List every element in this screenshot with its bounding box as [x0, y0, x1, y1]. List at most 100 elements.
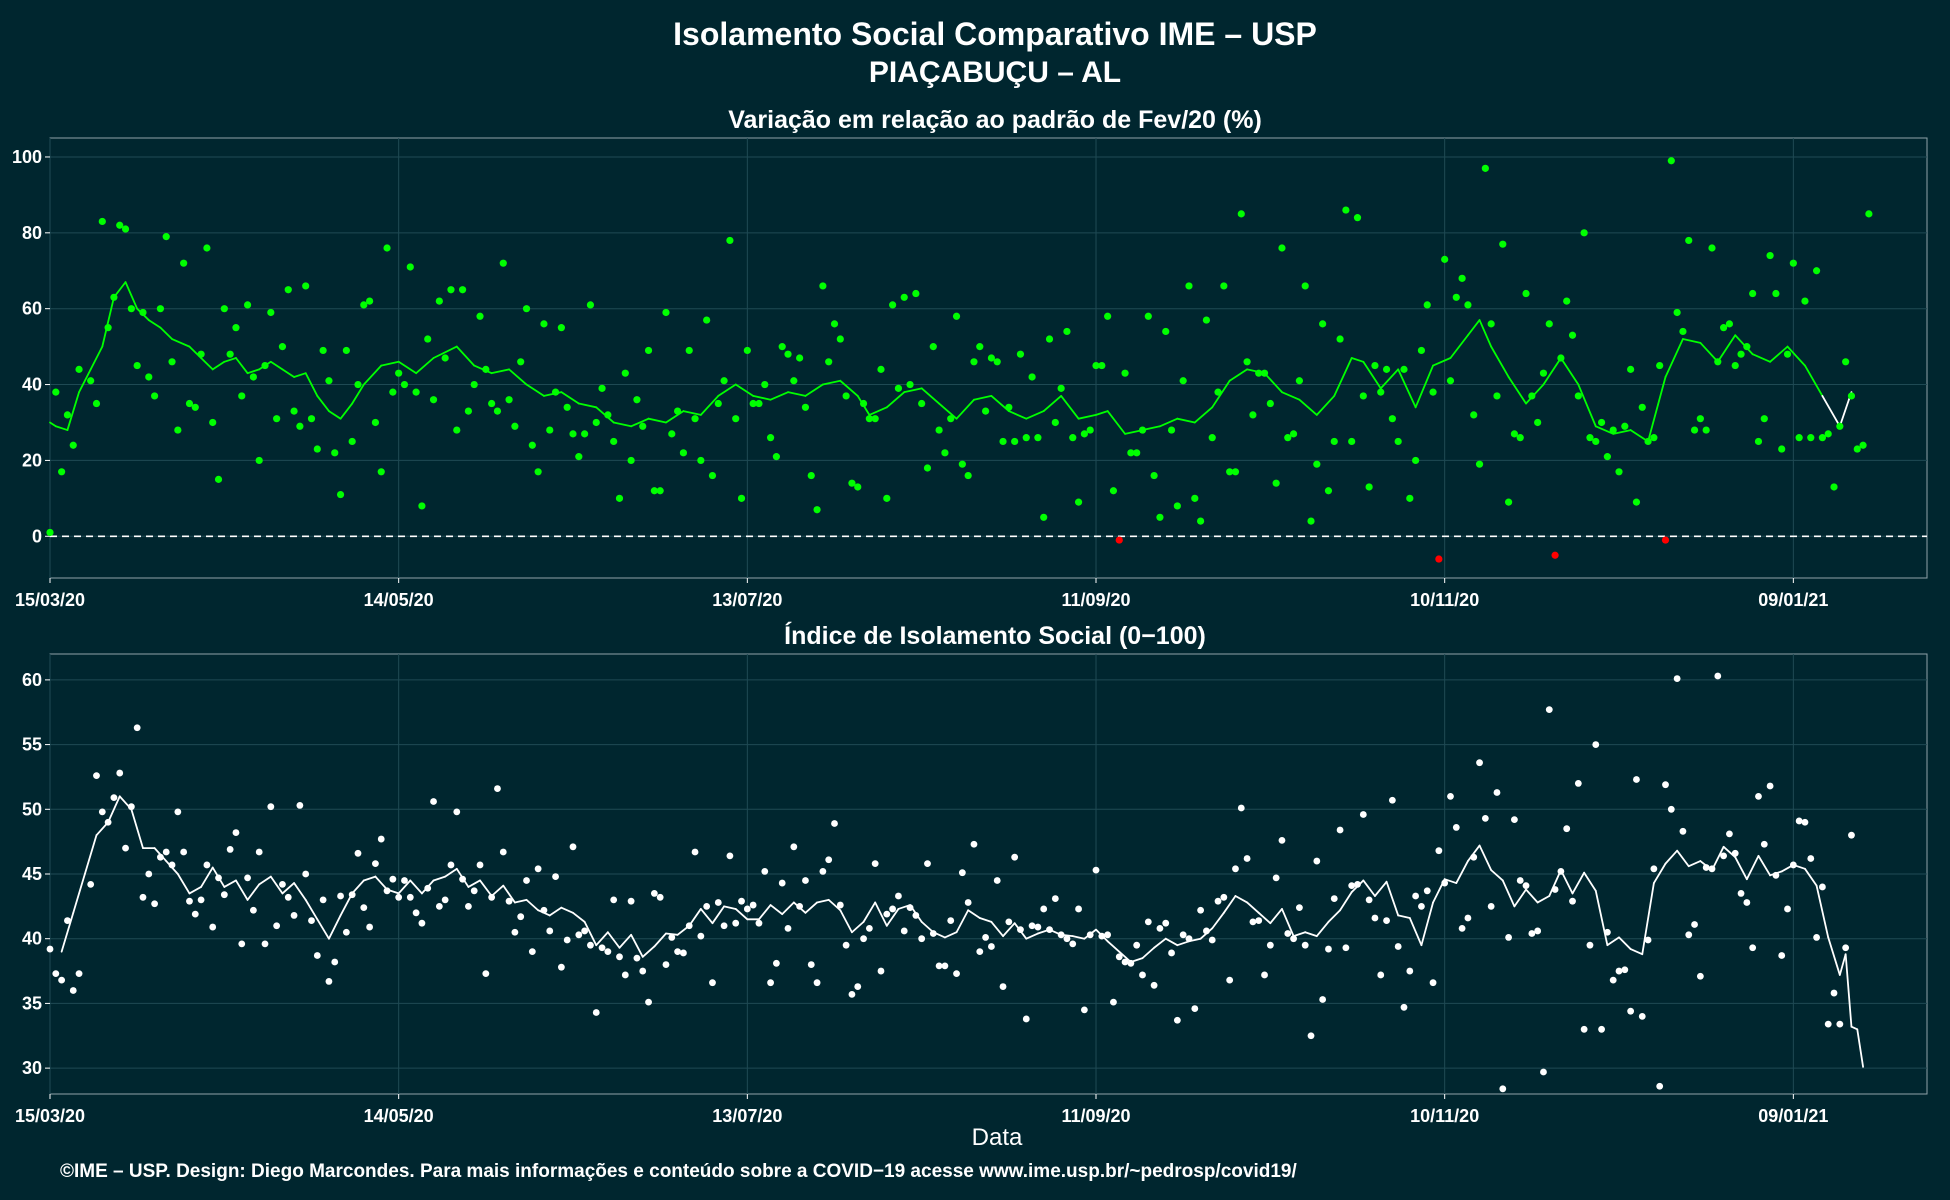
data-point [325, 377, 333, 385]
data-point [1865, 210, 1873, 218]
data-point [418, 919, 426, 927]
data-point [1173, 502, 1181, 510]
data-point [127, 803, 135, 811]
data-point [261, 361, 269, 370]
data-point [1446, 377, 1455, 385]
moving-average-segment [1263, 372, 1283, 394]
data-point [743, 346, 751, 355]
moving-average-segment [1362, 879, 1376, 897]
data-point [214, 475, 223, 483]
data-point [1365, 483, 1373, 491]
data-point [621, 369, 629, 377]
moving-average-segment [1577, 383, 1597, 428]
data-point [465, 902, 472, 910]
data-point [1086, 426, 1094, 434]
data-point [1278, 836, 1286, 844]
y-tick-label: 0 [32, 526, 42, 546]
data-point [645, 998, 652, 1006]
data-point [58, 976, 66, 984]
data-point [1127, 959, 1135, 967]
data-point [1563, 825, 1571, 833]
chart-title: Isolamento Social Comparativo IME – USP [673, 16, 1317, 52]
data-point [743, 905, 751, 913]
data-point [406, 893, 414, 901]
data-point [1063, 327, 1071, 336]
moving-average-segment [502, 884, 516, 904]
data-point [947, 917, 955, 924]
data-point [1783, 350, 1792, 358]
data-point [1551, 886, 1559, 893]
data-point [290, 912, 298, 919]
data-point [366, 923, 374, 931]
data-point [360, 301, 368, 309]
data-point [1371, 361, 1379, 370]
data-point [1574, 780, 1582, 787]
moving-average-segment [734, 383, 755, 397]
data-point [1708, 865, 1716, 873]
x-tick-label: 13/07/20 [712, 590, 782, 610]
moving-average-segment [1176, 417, 1196, 424]
data-point [1214, 388, 1222, 396]
data-point [784, 350, 792, 358]
data-point [337, 892, 344, 900]
data-point [476, 312, 484, 320]
data-point [87, 880, 95, 888]
data-point [1115, 536, 1123, 544]
data-point [993, 877, 1001, 884]
data-point [1597, 418, 1606, 427]
data-point [534, 468, 542, 476]
moving-average-segment [1478, 844, 1493, 872]
data-point [1743, 899, 1751, 906]
moving-average-segment [1025, 932, 1039, 940]
moving-average-segment [804, 383, 824, 397]
y-tick-label: 40 [22, 929, 42, 949]
moving-average-segment [1769, 345, 1789, 363]
data-point [1086, 931, 1094, 939]
data-point [1051, 895, 1059, 902]
data-point [540, 320, 548, 328]
moving-average-segment [328, 914, 342, 940]
data-point [244, 874, 251, 882]
data-point [952, 312, 961, 320]
data-point [1511, 816, 1518, 824]
data-point [1481, 814, 1489, 822]
data-point [302, 870, 310, 878]
data-point [447, 861, 455, 869]
data-point [238, 940, 246, 948]
moving-average-segment [1095, 410, 1109, 416]
data-point [627, 897, 635, 905]
data-point [1319, 996, 1327, 1003]
data-point [650, 487, 658, 495]
moving-average-segment [223, 879, 237, 888]
moving-average-segment [758, 904, 772, 921]
data-point [1173, 1016, 1181, 1024]
data-point [598, 384, 606, 392]
moving-average-segment [316, 918, 330, 940]
data-point [976, 948, 984, 956]
moving-average-segment [688, 908, 702, 927]
data-point [1772, 289, 1780, 298]
data-point [906, 904, 914, 912]
data-point [1040, 513, 1048, 521]
data-point [552, 873, 559, 880]
moving-average-segment [1664, 849, 1679, 865]
data-point [941, 962, 949, 970]
moving-average-segment [200, 866, 214, 888]
moving-average-segment [380, 360, 400, 367]
data-point [331, 958, 339, 966]
data-point [1226, 976, 1234, 984]
data-point [441, 354, 449, 362]
data-point [1307, 517, 1315, 525]
data-point [441, 896, 449, 904]
data-point [371, 418, 380, 427]
data-point [1836, 422, 1844, 430]
data-point [912, 289, 920, 298]
moving-average-segment [1542, 357, 1562, 386]
data-point [581, 927, 589, 935]
moving-average-segment [513, 898, 528, 904]
data-point [203, 244, 211, 252]
moving-average-segment [699, 395, 720, 416]
data-point [1662, 781, 1669, 789]
moving-average-segment [362, 875, 377, 882]
moving-average-segment [734, 908, 749, 921]
